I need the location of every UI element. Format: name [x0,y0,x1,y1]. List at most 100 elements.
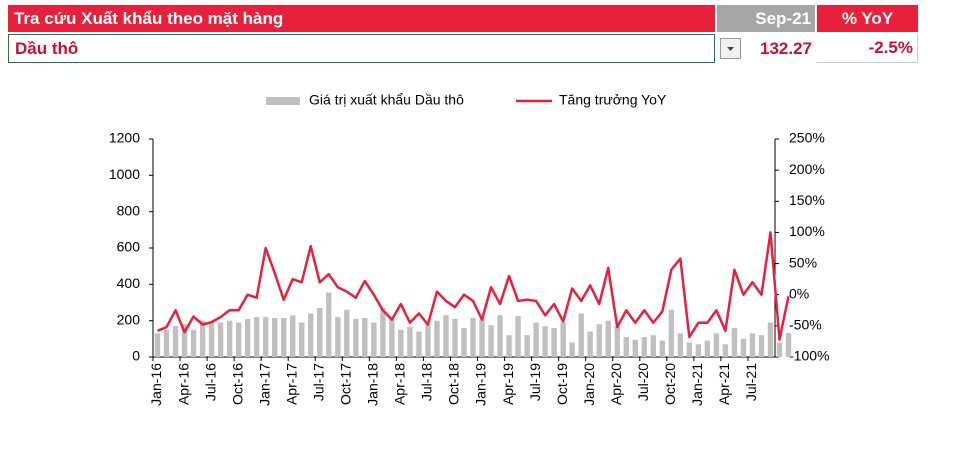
x-tick-label: Apr-21 [716,363,732,405]
bar [181,324,188,357]
x-tick-label: Oct-20 [662,363,678,405]
bar [767,322,774,357]
bar [560,322,566,357]
bar [163,329,170,357]
bar [686,342,693,357]
bar [335,317,341,357]
bar [443,315,449,357]
dropdown-arrow [727,47,734,51]
x-tick-label: Jul-16 [202,363,218,401]
y-tick-label: 600 [117,239,141,255]
bar [416,331,422,357]
bar [154,333,161,357]
bar [668,309,675,357]
selected-value: 132.27 [760,38,812,58]
bar [353,318,359,357]
header-yoy: % YoY [817,5,918,32]
bar [587,331,593,357]
bar [488,325,494,357]
x-tick-label: Jan-17 [256,363,272,406]
y-tick-label: 200 [117,311,141,327]
bar [371,322,377,357]
bar [217,322,224,357]
x-tick-label: Apr-20 [608,363,624,405]
y-tick-label: 400 [117,275,141,291]
bar [308,313,314,357]
bar [650,335,657,357]
bar [515,316,521,357]
bar [596,324,602,357]
bar [713,333,720,357]
x-tick-label: Jul-20 [635,363,651,401]
x-tick-label: Jan-16 [148,363,164,406]
bar [677,333,684,357]
bar [226,320,233,357]
bar [172,326,179,357]
y2-tick-label: 50% [789,254,817,270]
bar [208,322,215,357]
bar [290,315,296,357]
bar [722,344,729,357]
y2-tick-label: 200% [789,161,825,177]
bar [704,340,711,357]
x-tick-label: Oct-17 [338,363,354,405]
x-tick-label: Jul-21 [743,363,759,401]
bar [434,320,440,357]
bar [317,307,323,357]
x-tick-label: Jan-19 [473,363,489,406]
bar [632,339,638,357]
y-tick-label: 1000 [109,166,140,182]
bar [731,327,738,357]
bar [326,292,332,357]
bar [262,317,269,357]
item-selector[interactable]: Dầu thô [8,34,715,63]
bar [398,329,404,357]
legend-swatch [266,97,300,105]
bar [461,327,467,357]
bar [407,327,413,357]
bar [605,320,611,357]
bar [452,318,458,357]
x-tick-label: Oct-18 [446,363,462,405]
bar [470,317,476,357]
x-tick-label: Jan-21 [689,363,705,406]
bar [190,329,197,357]
bar [524,335,530,357]
bar [578,313,584,357]
x-tick-label: Oct-19 [554,363,570,405]
bar [776,342,783,357]
selected-yoy: -2.5% [817,34,918,63]
bar [253,317,260,357]
legend-label: Tăng trưởng YoY [559,92,667,108]
bar [659,340,666,357]
bar [425,324,431,357]
legend-label: Giá trị xuất khẩu Dầu thô [309,92,464,108]
bar [533,322,539,357]
header-period: Sep-21 [717,5,815,32]
x-tick-label: Apr-19 [500,363,516,405]
bar [497,315,503,357]
bar [281,317,287,357]
bar [695,344,702,357]
y2-tick-label: 250% [789,130,825,146]
bar [785,332,792,357]
x-tick-label: Jan-18 [365,363,381,406]
bar [551,327,557,357]
dropdown-button[interactable] [720,38,741,59]
bar [389,318,395,357]
bar [506,335,512,357]
x-tick-label: Apr-18 [392,363,408,405]
bar [569,342,575,357]
bar [362,317,368,357]
y2-tick-label: -50% [789,317,822,333]
bar [235,322,242,357]
bar [749,333,756,357]
bar [299,322,305,357]
x-tick-label: Jan-20 [581,363,597,406]
y-tick-label: 0 [132,348,140,364]
header-title: Tra cứu Xuất khẩu theo mặt hàng [8,5,715,32]
y2-tick-label: -100% [789,348,829,364]
y-tick-label: 800 [117,202,141,218]
y-tick-label: 1200 [109,130,140,146]
x-tick-label: Oct-16 [229,363,245,405]
